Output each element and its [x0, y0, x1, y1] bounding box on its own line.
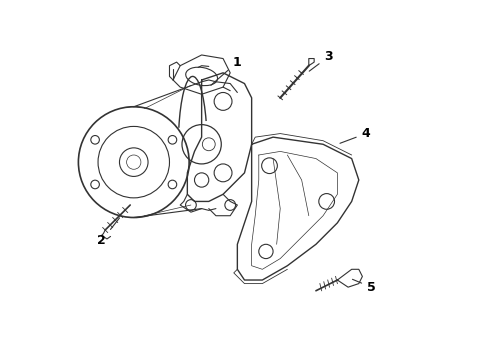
Text: 4: 4 [339, 127, 369, 143]
Text: 1: 1 [210, 55, 241, 85]
Text: 5: 5 [352, 279, 375, 294]
Text: 3: 3 [308, 50, 332, 71]
Text: 2: 2 [97, 218, 119, 247]
